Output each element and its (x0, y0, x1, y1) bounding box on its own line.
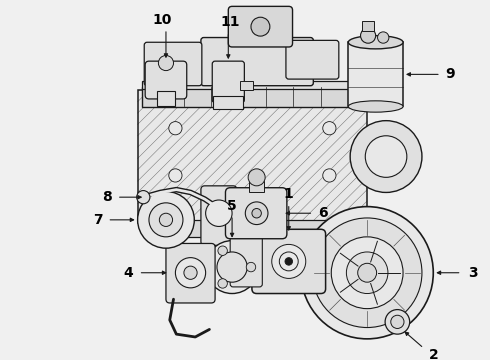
Circle shape (137, 190, 150, 204)
Circle shape (248, 169, 265, 186)
Bar (363, 22, 374, 31)
Circle shape (285, 258, 293, 265)
Circle shape (361, 28, 376, 43)
Circle shape (251, 17, 270, 36)
Circle shape (358, 263, 377, 282)
Circle shape (331, 237, 403, 309)
Circle shape (279, 252, 298, 271)
Circle shape (323, 122, 336, 135)
FancyBboxPatch shape (230, 236, 262, 287)
Polygon shape (222, 237, 355, 261)
Bar (147, 220, 358, 237)
FancyBboxPatch shape (144, 42, 202, 86)
Circle shape (175, 258, 206, 288)
Text: 8: 8 (102, 190, 112, 204)
Text: 7: 7 (93, 213, 103, 227)
FancyBboxPatch shape (228, 6, 293, 47)
Text: 2: 2 (428, 348, 438, 360)
Circle shape (350, 121, 422, 193)
Circle shape (378, 32, 389, 43)
Circle shape (138, 192, 195, 248)
Text: 5: 5 (227, 199, 237, 213)
Circle shape (149, 203, 183, 237)
Text: 10: 10 (152, 13, 172, 27)
Circle shape (159, 213, 172, 226)
FancyBboxPatch shape (225, 188, 287, 239)
Circle shape (346, 252, 388, 293)
Circle shape (218, 279, 227, 288)
Circle shape (158, 55, 173, 71)
Text: 11: 11 (220, 15, 240, 30)
Text: 3: 3 (468, 266, 478, 280)
FancyBboxPatch shape (201, 37, 313, 86)
Bar (348, 42, 403, 107)
FancyBboxPatch shape (201, 186, 237, 246)
Circle shape (206, 200, 232, 226)
FancyBboxPatch shape (252, 229, 325, 293)
Circle shape (365, 136, 407, 177)
FancyBboxPatch shape (166, 243, 215, 303)
Text: 6: 6 (318, 206, 328, 220)
Bar (142, 87, 363, 107)
Bar (213, 96, 244, 109)
Circle shape (245, 202, 268, 225)
Bar (142, 81, 363, 89)
FancyBboxPatch shape (212, 61, 245, 103)
Bar (249, 181, 264, 193)
Circle shape (312, 218, 422, 328)
Text: 4: 4 (123, 266, 133, 280)
Bar (138, 90, 367, 223)
Circle shape (218, 246, 227, 256)
Text: 1: 1 (284, 187, 294, 201)
Circle shape (217, 252, 247, 282)
Bar (240, 81, 253, 90)
Bar (156, 91, 175, 107)
Text: 9: 9 (445, 67, 455, 81)
Circle shape (301, 207, 433, 339)
Circle shape (323, 169, 336, 182)
Circle shape (391, 315, 404, 328)
FancyBboxPatch shape (286, 40, 339, 79)
Circle shape (169, 169, 182, 182)
Circle shape (246, 262, 256, 272)
Circle shape (184, 266, 197, 279)
FancyBboxPatch shape (145, 61, 187, 99)
Circle shape (385, 310, 410, 334)
Circle shape (252, 208, 261, 218)
Circle shape (272, 244, 306, 278)
Circle shape (169, 122, 182, 135)
Ellipse shape (348, 36, 403, 49)
Circle shape (206, 240, 259, 293)
Ellipse shape (348, 101, 403, 112)
